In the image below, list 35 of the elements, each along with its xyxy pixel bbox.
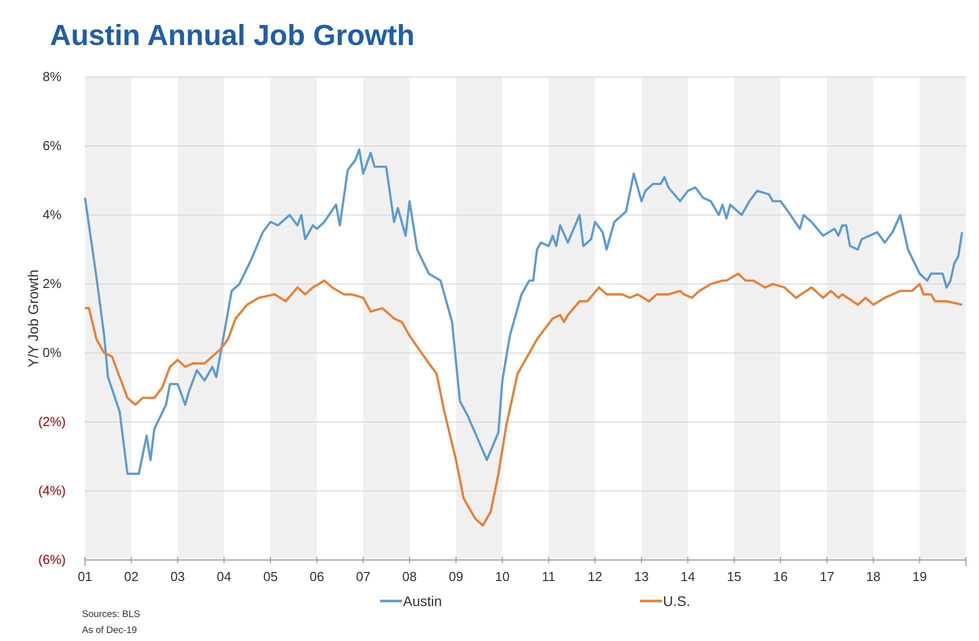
y-tick-label: 6%: [42, 138, 62, 154]
line-series: [84, 148, 964, 475]
x-tick-label: 10: [495, 569, 510, 584]
x-tick-label: 11: [542, 569, 556, 584]
y-tick-label: (4%): [38, 483, 66, 498]
legend-label: U.S.: [663, 593, 690, 609]
y-tick-label: (6%): [38, 552, 66, 568]
x-tick-label: 15: [726, 569, 742, 584]
y-tick-label: 4%: [42, 207, 62, 222]
source-note: Sources: BLS: [82, 609, 140, 620]
x-tick-label: 13: [634, 569, 649, 584]
y-tick-label: 8%: [42, 69, 62, 84]
x-tick-label: 17: [820, 569, 834, 584]
x-tick-label: 07: [356, 569, 370, 584]
text: As of Dec-19: [82, 625, 137, 636]
x-tick-label: 04: [216, 569, 232, 584]
x-tick-label: 09: [448, 569, 464, 584]
x-tick-label: 06: [310, 569, 324, 584]
x-tick-label: 18: [866, 569, 881, 584]
x-tick-label: 12: [588, 569, 602, 584]
y-tick-label: 2%: [42, 276, 62, 292]
x-tick-label: 02: [124, 569, 139, 584]
x-tick-label: 16: [773, 569, 788, 584]
x-tick-label: 05: [263, 569, 278, 584]
x-tick-label: 03: [170, 569, 185, 584]
line-series: [84, 272, 964, 527]
y-tick-label: (2%): [38, 414, 66, 430]
chart-title: Austin Annual Job Growth: [50, 20, 415, 52]
x-tick-label: 19: [912, 569, 927, 584]
y-axis-title: Y/Y Job Growth: [25, 270, 41, 368]
legend-label: Austin: [403, 593, 442, 609]
x-tick-label: 14: [680, 569, 696, 584]
x-tick-label: 08: [402, 569, 417, 584]
x-tick-label: 01: [78, 569, 92, 584]
y-tick-label: 0%: [42, 345, 62, 360]
